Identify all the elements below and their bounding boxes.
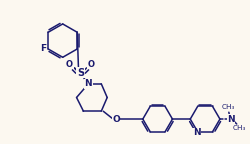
Text: O: O [88,60,95,69]
Text: N: N [227,115,234,124]
Text: O: O [66,60,73,69]
Text: N: N [84,79,92,88]
Text: N: N [193,128,200,137]
Text: CH₃: CH₃ [233,125,246,131]
Text: CH₃: CH₃ [221,104,234,110]
Text: S: S [77,68,84,78]
Text: F: F [40,44,46,53]
Text: O: O [112,115,120,124]
